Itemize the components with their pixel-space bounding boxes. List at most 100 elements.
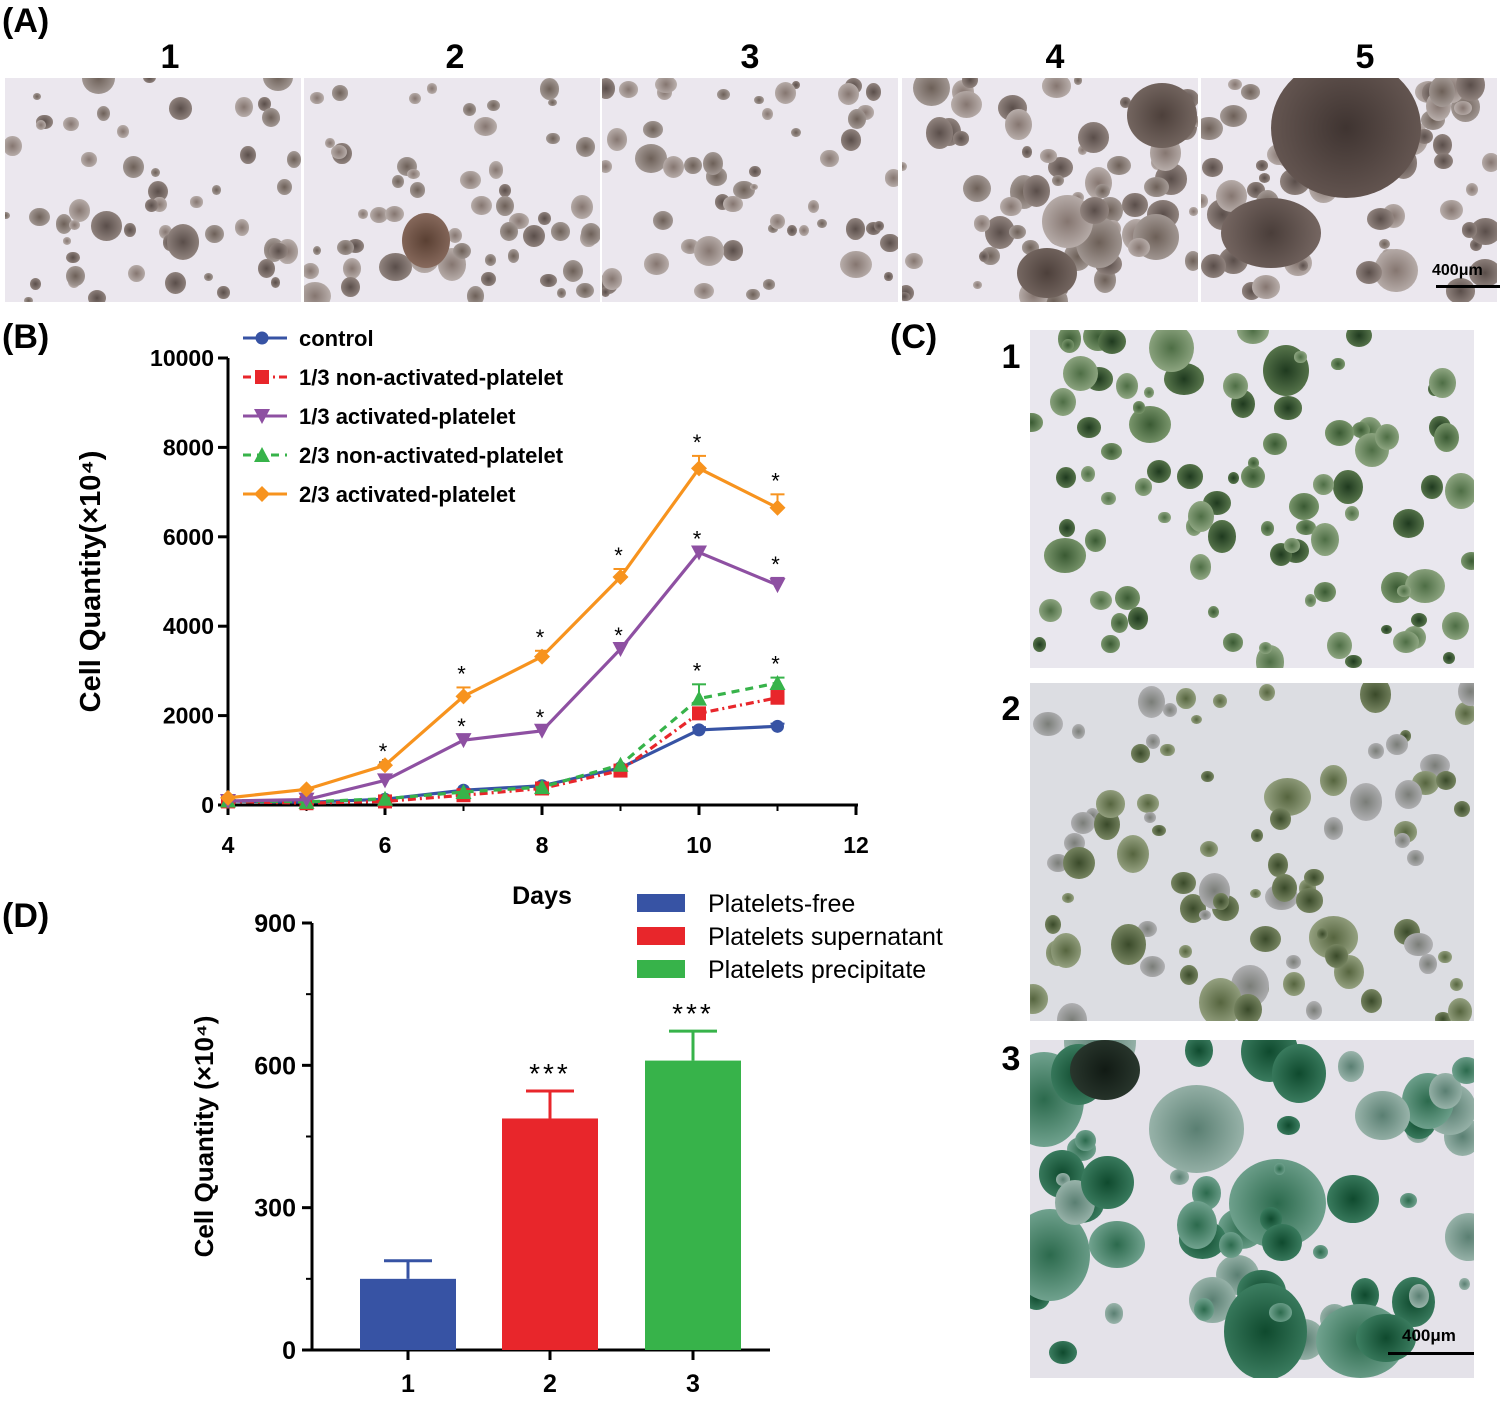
cell-cluster <box>1285 955 1301 969</box>
cell-cluster <box>96 105 110 121</box>
cell-cluster <box>1145 733 1160 750</box>
cell-cluster <box>1440 199 1463 221</box>
cell-cluster <box>309 91 325 104</box>
cell-cluster <box>5 212 10 219</box>
cell-cluster <box>1349 783 1383 821</box>
cell-cluster <box>1127 237 1150 257</box>
cell-cluster <box>1040 149 1057 163</box>
data-point <box>534 779 550 795</box>
cell-cluster <box>1030 412 1043 432</box>
cell-cluster <box>962 78 978 89</box>
cell-cluster <box>499 221 518 241</box>
data-point <box>255 370 269 384</box>
cell-cluster <box>145 198 158 212</box>
cell-cluster <box>1057 1003 1088 1021</box>
cell-cluster <box>618 81 639 98</box>
legend-label: 1/3 activated-platelet <box>299 404 516 429</box>
cell-cluster <box>1271 1044 1326 1103</box>
cell-cluster <box>1445 472 1474 509</box>
cell-cluster <box>1320 765 1348 796</box>
cell-cluster <box>1085 529 1106 552</box>
cell-cluster <box>68 198 90 222</box>
micrograph-a-1 <box>5 78 301 302</box>
cell-cluster <box>1297 259 1309 271</box>
cell-cluster <box>548 98 558 106</box>
cell-cluster <box>539 78 560 100</box>
cell-cluster <box>1061 339 1074 352</box>
legend-label: Platelets precipitate <box>708 956 926 984</box>
cell-cluster <box>846 218 866 240</box>
cell-cluster <box>581 223 600 245</box>
cell-cluster <box>1304 594 1316 607</box>
cell-cluster <box>1052 174 1064 186</box>
cell-cluster <box>602 267 623 290</box>
bar-group: 2 *** <box>502 1058 598 1398</box>
cell-cluster <box>1114 586 1140 611</box>
cell-cluster <box>1236 330 1269 344</box>
cell-cluster <box>1263 432 1288 456</box>
cell-cluster <box>258 96 272 111</box>
scale-bar-label-c: 400μm <box>1402 1326 1456 1345</box>
cell-cluster <box>1201 116 1223 141</box>
cell-cluster <box>1176 687 1197 710</box>
cell-cluster <box>1241 464 1265 489</box>
cell-cluster <box>1451 1056 1474 1084</box>
cell-cluster <box>1333 469 1363 504</box>
cell-cluster <box>1185 1040 1214 1067</box>
cell-cluster <box>1151 825 1166 837</box>
cell-cluster <box>81 152 97 167</box>
data-point <box>769 674 786 690</box>
cell-cluster <box>1399 730 1412 743</box>
cell-cluster <box>662 155 685 178</box>
cell-cluster <box>746 288 760 301</box>
cell-cluster <box>1044 538 1087 573</box>
bar-group: 3 *** <box>645 998 741 1398</box>
cell-cluster <box>1160 743 1175 757</box>
cell-cluster <box>978 251 989 263</box>
cell-cluster <box>480 271 496 287</box>
cell-cluster <box>575 282 594 299</box>
cell-cluster <box>1137 685 1166 719</box>
micrograph-c-label: 2 <box>1001 690 1021 728</box>
data-point <box>769 578 786 594</box>
cell-cluster <box>1366 208 1395 231</box>
cell-cluster <box>1044 915 1061 935</box>
cell-cluster <box>165 271 187 294</box>
cell-cluster <box>1171 871 1196 895</box>
cell-cluster <box>1021 146 1033 158</box>
cell-cluster <box>460 170 481 189</box>
cell-cluster <box>602 78 616 99</box>
cell-cluster <box>1163 703 1178 717</box>
y-tick-label: 0 <box>201 792 214 818</box>
y-tick-label: 0 <box>282 1337 296 1365</box>
legend-label: 2/3 activated-platelet <box>299 482 516 507</box>
cell-cluster <box>1324 816 1344 840</box>
cell-cluster <box>1262 1223 1302 1262</box>
cell-cluster <box>1268 1303 1292 1323</box>
cell-cluster <box>507 249 520 263</box>
cell-cluster <box>1227 472 1239 485</box>
cell-cluster <box>926 117 954 149</box>
data-point <box>534 723 550 739</box>
x-tick-label: 3 <box>686 1370 700 1398</box>
legend-label: Platelets supernatant <box>708 923 943 951</box>
cell-cluster <box>539 273 557 288</box>
cell-cluster <box>151 167 160 178</box>
cell-cluster <box>204 224 225 244</box>
cell-cluster <box>332 85 348 101</box>
cell-cluster <box>269 242 288 260</box>
cell-cluster <box>488 161 504 179</box>
cell-cluster <box>1312 474 1334 495</box>
cell-cluster <box>1251 275 1280 299</box>
cell-cluster <box>325 137 335 149</box>
cell-cluster <box>1193 1297 1214 1321</box>
cell-cluster <box>271 277 281 288</box>
cell-cluster <box>1260 520 1275 536</box>
cell-cluster <box>1144 812 1156 824</box>
cell-cluster <box>370 206 389 223</box>
cell-cluster <box>1076 417 1102 439</box>
panel-b-label: (B) <box>2 318 50 356</box>
cell-cluster <box>1435 770 1457 790</box>
cell-cluster <box>1247 456 1259 469</box>
cell-cluster <box>358 209 368 219</box>
